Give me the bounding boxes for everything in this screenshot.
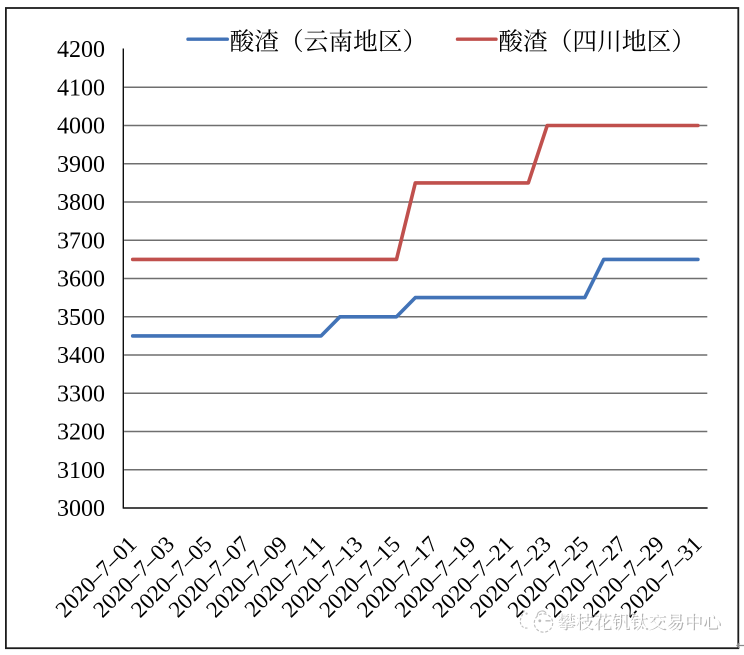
svg-text:3100: 3100: [57, 458, 105, 484]
svg-text:3400: 3400: [57, 343, 105, 369]
svg-text:3600: 3600: [57, 267, 105, 293]
svg-text:4000: 4000: [57, 114, 105, 140]
svg-text:4100: 4100: [57, 76, 105, 102]
svg-text:4200: 4200: [57, 37, 105, 63]
svg-text:3800: 3800: [57, 190, 105, 216]
svg-text:3200: 3200: [57, 420, 105, 446]
svg-text:3300: 3300: [57, 381, 105, 407]
svg-text:3700: 3700: [57, 228, 105, 254]
svg-text:3000: 3000: [57, 496, 105, 522]
svg-text:3900: 3900: [57, 152, 105, 178]
svg-text:3500: 3500: [57, 305, 105, 331]
